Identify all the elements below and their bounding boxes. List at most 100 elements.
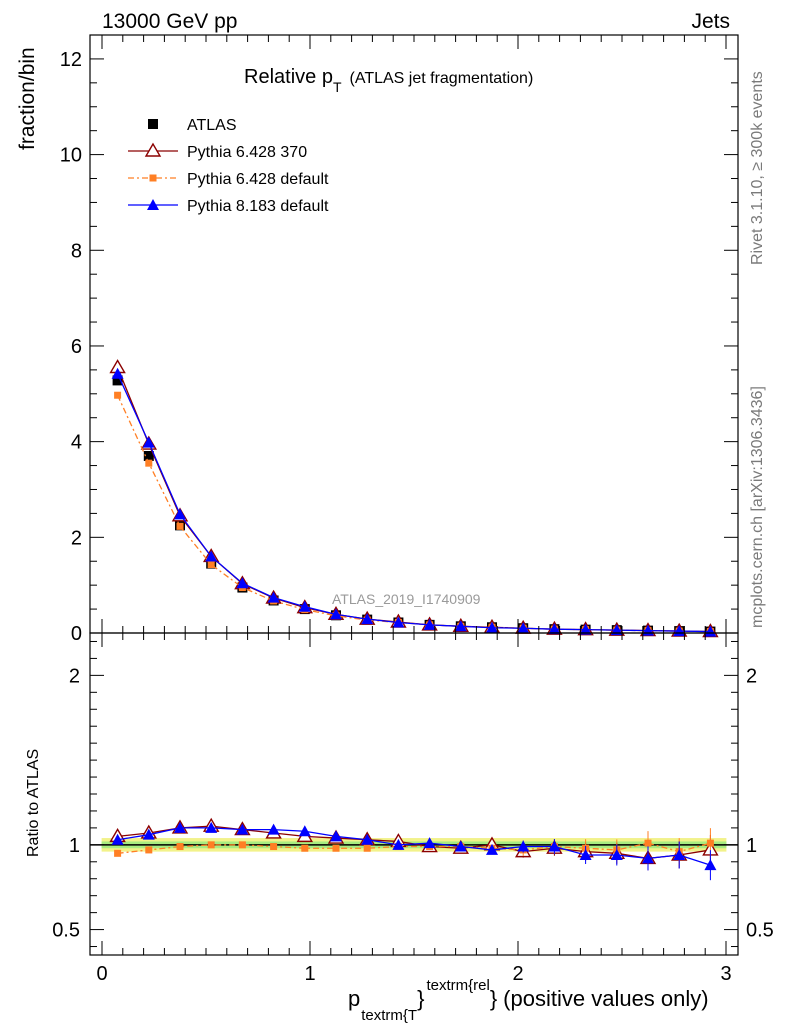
legend-label: ATLAS [187, 117, 237, 134]
data-marker [579, 623, 592, 635]
ratio-tick-label-right: 1 [746, 835, 757, 857]
y-tick-label: 10 [60, 145, 82, 167]
data-marker [267, 591, 280, 603]
y-tick-label: 8 [71, 240, 82, 262]
y-tick-label: 6 [71, 336, 82, 358]
main-ylabel: fraction/bin [16, 47, 39, 150]
legend-entry-atlas: ATLAS [148, 117, 237, 134]
data-marker [176, 522, 184, 530]
legend-entry-pythia-6-428-370: Pythia 6.428 370 [128, 142, 307, 161]
data-marker [114, 391, 122, 399]
x-axis-title: ptextrm{T}textrm{rel} (positive values on… [348, 977, 709, 1024]
ratio-tick-label-left: 2 [69, 665, 80, 687]
data-marker [610, 624, 623, 636]
data-marker [114, 849, 122, 857]
data-marker [111, 367, 124, 379]
data-marker [673, 849, 686, 861]
data-marker [706, 839, 714, 847]
data-marker [176, 843, 184, 851]
ratio-panel [109, 817, 719, 881]
data-marker [112, 375, 123, 386]
data-marker [143, 450, 154, 461]
rivet-label: Rivet 3.1.10, ≥ 300k events [749, 71, 766, 265]
data-marker [148, 119, 158, 129]
y-tick-label: 12 [60, 49, 82, 71]
data-marker [392, 838, 405, 850]
y-tick-label: 0 [71, 623, 82, 645]
data-marker [644, 839, 652, 847]
legend-entry-pythia-6-428-default: Pythia 6.428 default [128, 171, 329, 188]
ratio-tick-label-left: 1 [69, 835, 80, 857]
x-tick-label: 1 [304, 963, 315, 985]
data-marker [207, 561, 215, 569]
data-marker [174, 821, 186, 833]
ratio-tick-label-right: 2 [746, 665, 757, 687]
data-marker [205, 550, 218, 562]
data-marker [298, 825, 311, 837]
data-marker [610, 849, 623, 861]
ratio-frame [89, 632, 739, 956]
legend-entry-pythia-8-183-default: Pythia 8.183 default [128, 198, 329, 215]
legend: ATLAS Pythia 6.428 370 Pythia 6.428 defaul… [128, 117, 329, 215]
data-marker [361, 613, 374, 625]
data-marker [149, 174, 157, 182]
data-marker [361, 833, 374, 845]
x-tick-label: 0 [96, 963, 107, 985]
data-marker [207, 841, 215, 849]
ratio-series-line [117, 842, 711, 854]
y-tick-label: 4 [71, 432, 82, 454]
data-marker [392, 616, 405, 628]
data-marker [423, 618, 436, 630]
legend-label: Pythia 6.428 default [187, 171, 329, 188]
data-marker [301, 844, 309, 852]
data-marker [704, 859, 717, 871]
ratio-tick-label-left: 0.5 [52, 920, 80, 942]
ratio-series-line [117, 827, 711, 866]
data-marker [236, 577, 249, 589]
data-marker [423, 837, 436, 849]
mcplots-label: mcplots.cern.ch [arXiv:1306.3436] [749, 386, 766, 628]
data-marker [205, 821, 218, 833]
ratio-ylabel: Ratio to ATLAS [25, 749, 42, 857]
data-marker [238, 841, 246, 849]
data-marker [298, 600, 311, 612]
data-marker [517, 840, 530, 852]
data-marker [454, 840, 467, 852]
data-marker [145, 459, 153, 467]
header-left: 13000 GeV pp [102, 10, 237, 33]
ratio-tick-label-right: 0.5 [746, 920, 774, 942]
data-marker [517, 622, 530, 634]
data-marker [111, 833, 124, 845]
data-marker [145, 846, 153, 854]
data-marker [147, 199, 159, 210]
data-marker [174, 508, 186, 520]
data-marker [142, 828, 155, 840]
legend-label: Pythia 8.183 default [187, 198, 329, 215]
data-marker [144, 142, 162, 157]
data-marker [486, 843, 498, 855]
chart-title: Relative pT (ATLAS jet fragmentation) [244, 66, 533, 95]
data-marker [548, 623, 561, 635]
x-tick-label: 2 [512, 963, 523, 985]
data-marker [363, 844, 371, 852]
x-tick-label: 3 [720, 963, 731, 985]
data-marker [142, 436, 155, 448]
data-marker [454, 620, 467, 632]
ratio-series-pythia-8-183-default [111, 821, 717, 881]
legend-label: Pythia 6.428 370 [187, 144, 307, 161]
data-marker [332, 844, 340, 852]
data-marker [270, 843, 278, 851]
data-marker [548, 840, 561, 852]
analysis-label: ATLAS_2019_I1740909 [332, 591, 481, 607]
header-right: Jets [691, 10, 730, 33]
data-marker [579, 849, 592, 861]
data-marker [236, 823, 249, 835]
main-panel [109, 359, 719, 638]
data-marker [267, 823, 280, 835]
y-tick-label: 2 [71, 527, 82, 549]
data-marker [704, 625, 717, 637]
data-marker [330, 830, 342, 842]
data-marker [330, 608, 342, 620]
